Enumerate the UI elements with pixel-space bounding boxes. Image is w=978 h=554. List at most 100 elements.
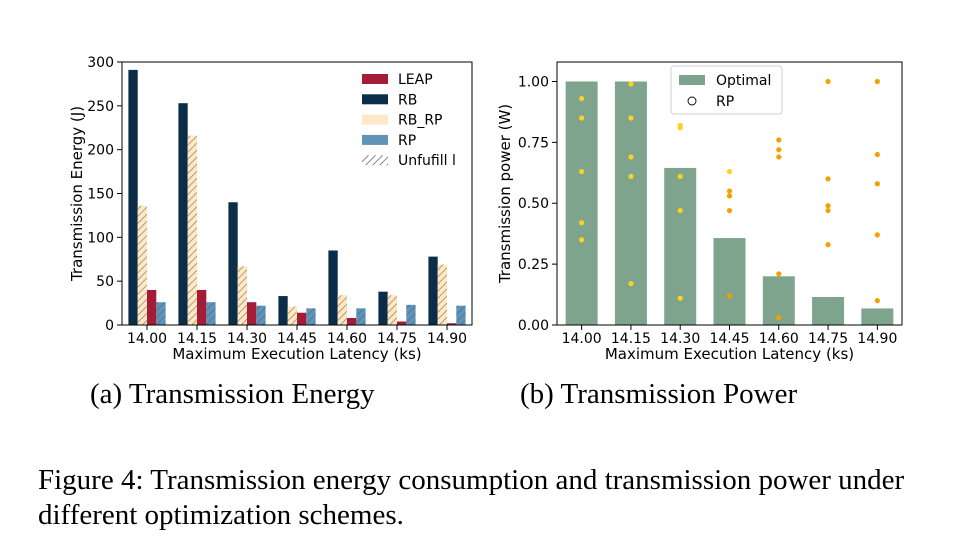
y-axis-label: Transmission Energy (J) xyxy=(68,106,86,282)
bar-optimal-14.30 xyxy=(664,167,697,325)
y-tick-label: 150 xyxy=(87,187,114,203)
scatter-point-rp-14.75-3 xyxy=(825,207,831,214)
bar-optimal-14.45 xyxy=(713,238,746,325)
y-tick-label: 50 xyxy=(96,274,114,290)
x-tick-label: 14.60 xyxy=(327,331,367,347)
scatter-point-rp-14.15-1 xyxy=(628,115,634,121)
scatter-point-rp-14.90-3 xyxy=(874,232,880,238)
bar-rb-rp-14.60 xyxy=(337,295,347,325)
bar-optimal-14.90 xyxy=(861,308,894,325)
y-tick-label: 0 xyxy=(105,318,114,334)
scatter-point-rp-14.60-3 xyxy=(776,271,782,277)
y-tick-label: 250 xyxy=(87,99,114,115)
legend-swatch-rb-rp xyxy=(362,114,388,125)
scatter-point-rp-14.60-4 xyxy=(776,315,782,321)
bar-rb-14.15 xyxy=(178,103,188,325)
bar-rb-rp-14.75 xyxy=(387,295,397,325)
x-tick-label: 14.15 xyxy=(611,331,651,347)
y-tick-label: 0.75 xyxy=(518,135,549,151)
bar-rb-rp-14.00 xyxy=(137,205,147,325)
y-tick-label: 0.50 xyxy=(518,196,549,212)
scatter-point-rp-14.75-2 xyxy=(825,203,831,209)
figure-caption: Figure 4: Transmission energy consumptio… xyxy=(38,464,905,531)
bar-optimal-14.75 xyxy=(812,296,845,325)
scatter-point-rp-14.00-0 xyxy=(579,95,585,102)
legend-label-rp: RP xyxy=(398,133,416,149)
y-tick-label: 100 xyxy=(87,230,114,246)
legend-label-rb-rp: RB_RP xyxy=(398,113,443,129)
bar-rp-14.15 xyxy=(206,302,216,325)
legend-swatch-rb xyxy=(362,94,388,105)
x-tick-label: 14.90 xyxy=(857,331,897,347)
y-tick-label: 1.00 xyxy=(518,74,549,90)
scatter-point-rp-14.75-4 xyxy=(825,242,831,248)
bar-rp-14.30 xyxy=(256,305,266,325)
legend-label-unfulfill: Unfufill l xyxy=(398,153,456,169)
scatter-point-rp-14.45-1 xyxy=(726,188,733,194)
scatter-point-rp-14.15-4 xyxy=(628,281,634,287)
x-tick-label: 14.45 xyxy=(277,331,317,347)
bar-rb-rp-14.90 xyxy=(437,264,447,325)
legend-swatch-rp xyxy=(362,134,388,145)
bar-rp-14.45 xyxy=(306,308,316,325)
x-tick-label: 14.00 xyxy=(562,331,602,347)
y-axis-label: Transmission power (W) xyxy=(496,104,514,284)
y-tick-label: 300 xyxy=(87,55,114,71)
scatter-point-rp-14.75-0 xyxy=(825,78,831,85)
scatter-point-rp-14.60-1 xyxy=(776,147,782,153)
bar-leap-14.90 xyxy=(447,323,457,325)
x-tick-label: 14.75 xyxy=(808,331,848,347)
bar-leap-14.75 xyxy=(397,321,407,325)
scatter-point-rp-14.15-2 xyxy=(628,154,634,160)
bar-rb-14.75 xyxy=(378,291,388,325)
bar-optimal-14.00 xyxy=(565,81,598,326)
scatter-point-rp-14.00-2 xyxy=(579,168,585,175)
y-tick-label: 0.25 xyxy=(518,257,549,273)
x-axis-label: Maximum Execution Latency (ks) xyxy=(605,345,854,363)
x-tick-label: 14.30 xyxy=(660,331,700,347)
bar-rp-14.90 xyxy=(456,305,466,325)
bar-rp-14.00 xyxy=(156,302,166,325)
chart-transmission-power: 0.00 0.25 0.50 0.75 1.00 14.00 14.15 14.30 14.45… xyxy=(496,61,903,363)
bar-leap-14.30 xyxy=(247,302,257,325)
scatter-point-rp-14.30-4 xyxy=(677,295,683,301)
scatter-point-rp-14.15-0 xyxy=(628,81,634,87)
x-tick-label: 14.75 xyxy=(377,331,417,347)
x-tick-label: 14.00 xyxy=(127,331,167,347)
y-tick-label: 0.00 xyxy=(518,318,549,334)
bar-rb-14.45 xyxy=(278,296,288,325)
scatter-point-rp-14.30-3 xyxy=(677,207,683,214)
x-tick-label: 14.60 xyxy=(759,331,799,347)
bar-leap-14.15 xyxy=(197,289,207,325)
scatter-point-rp-14.60-2 xyxy=(776,154,782,160)
legend-marker-rp xyxy=(687,96,697,106)
scatter-point-rp-14.00-4 xyxy=(579,237,585,243)
bar-leap-14.00 xyxy=(147,289,157,325)
scatter-point-rp-14.45-3 xyxy=(726,207,733,214)
y-tick-label: 200 xyxy=(87,143,114,159)
plot-frame xyxy=(121,61,473,326)
scatter-point-rp-14.90-0 xyxy=(874,78,880,85)
bar-rp-14.75 xyxy=(406,304,416,325)
subcaption-b: (b) Transmission Power xyxy=(520,378,798,410)
legend-swatch-unfulfill xyxy=(362,155,388,166)
bar-rp-14.60 xyxy=(356,308,366,325)
scatter-point-rp-14.45-0 xyxy=(726,168,733,175)
legend-swatch-leap xyxy=(362,74,388,84)
bar-rb-rp-14.45 xyxy=(287,306,297,325)
scatter-point-rp-14.75-1 xyxy=(825,176,831,182)
bar-leap-14.60 xyxy=(347,317,357,325)
scatter-point-rp-14.90-2 xyxy=(874,181,880,187)
scatter-point-rp-14.90-1 xyxy=(874,151,880,158)
bar-leap-14.45 xyxy=(297,312,307,325)
x-tick-label: 14.15 xyxy=(177,331,217,347)
x-tick-label: 14.90 xyxy=(427,331,467,347)
bar-rb-14.90 xyxy=(428,256,438,325)
scatter-point-rp-14.00-1 xyxy=(579,115,585,121)
x-axis-label: Maximum Execution Latency (ks) xyxy=(172,345,421,363)
scatter-point-rp-14.30-1 xyxy=(677,125,683,131)
bar-rb-14.30 xyxy=(228,202,238,325)
scatter-point-rp-14.15-3 xyxy=(628,173,634,180)
bar-rb-14.60 xyxy=(328,250,338,325)
